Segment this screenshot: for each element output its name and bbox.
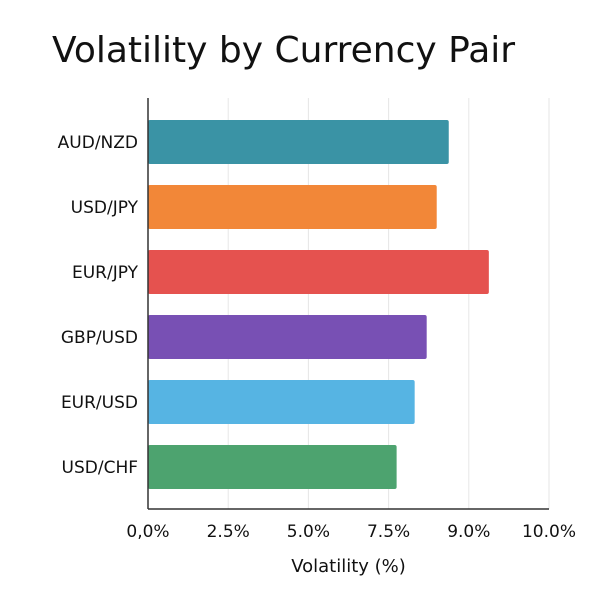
category-label: USD/JPY [71, 198, 139, 218]
bar[interactable] [148, 185, 437, 229]
category-label: GBP/USD [61, 328, 138, 348]
x-tick-label: 0,0% [126, 522, 169, 542]
category-label: AUD/NZD [58, 133, 138, 153]
category-labels: AUD/NZD USD/JPY EUR/JPY GBP/USD EUR/USD USD/C… [58, 133, 139, 478]
x-axis-title: Volatility (%) [291, 556, 406, 577]
chart-title: Volatility by Currency Pair [52, 30, 515, 71]
x-tick-label: 9.0% [447, 522, 490, 542]
bar[interactable] [148, 445, 397, 489]
category-label: EUR/JPY [72, 263, 139, 283]
category-label: USD/CHF [62, 458, 138, 478]
x-tick-labels: 0,0% 2.5% 5.0% 7.5% 9.0% 10.0% [126, 522, 576, 542]
x-tick-label: 10.0% [522, 522, 576, 542]
bar[interactable] [148, 380, 415, 424]
bars [148, 120, 489, 489]
bar[interactable] [148, 315, 427, 359]
bar[interactable] [148, 250, 489, 294]
bar[interactable] [148, 120, 449, 164]
category-label: EUR/USD [61, 393, 138, 413]
grid-lines [227, 98, 550, 509]
x-tick-label: 2.5% [207, 522, 250, 542]
x-tick-label: 7.5% [367, 522, 410, 542]
x-tick-label: 5.0% [287, 522, 330, 542]
